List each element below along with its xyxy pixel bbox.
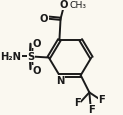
- Text: F: F: [99, 94, 105, 104]
- Text: F: F: [88, 104, 95, 114]
- Text: N: N: [56, 76, 64, 85]
- Text: O: O: [32, 66, 41, 76]
- Text: O: O: [40, 14, 48, 23]
- Text: H₂N: H₂N: [0, 52, 22, 62]
- Text: O: O: [32, 38, 41, 48]
- Text: S: S: [27, 52, 35, 62]
- Text: O: O: [60, 0, 68, 10]
- Text: CH₃: CH₃: [70, 1, 87, 10]
- Text: F: F: [74, 98, 81, 107]
